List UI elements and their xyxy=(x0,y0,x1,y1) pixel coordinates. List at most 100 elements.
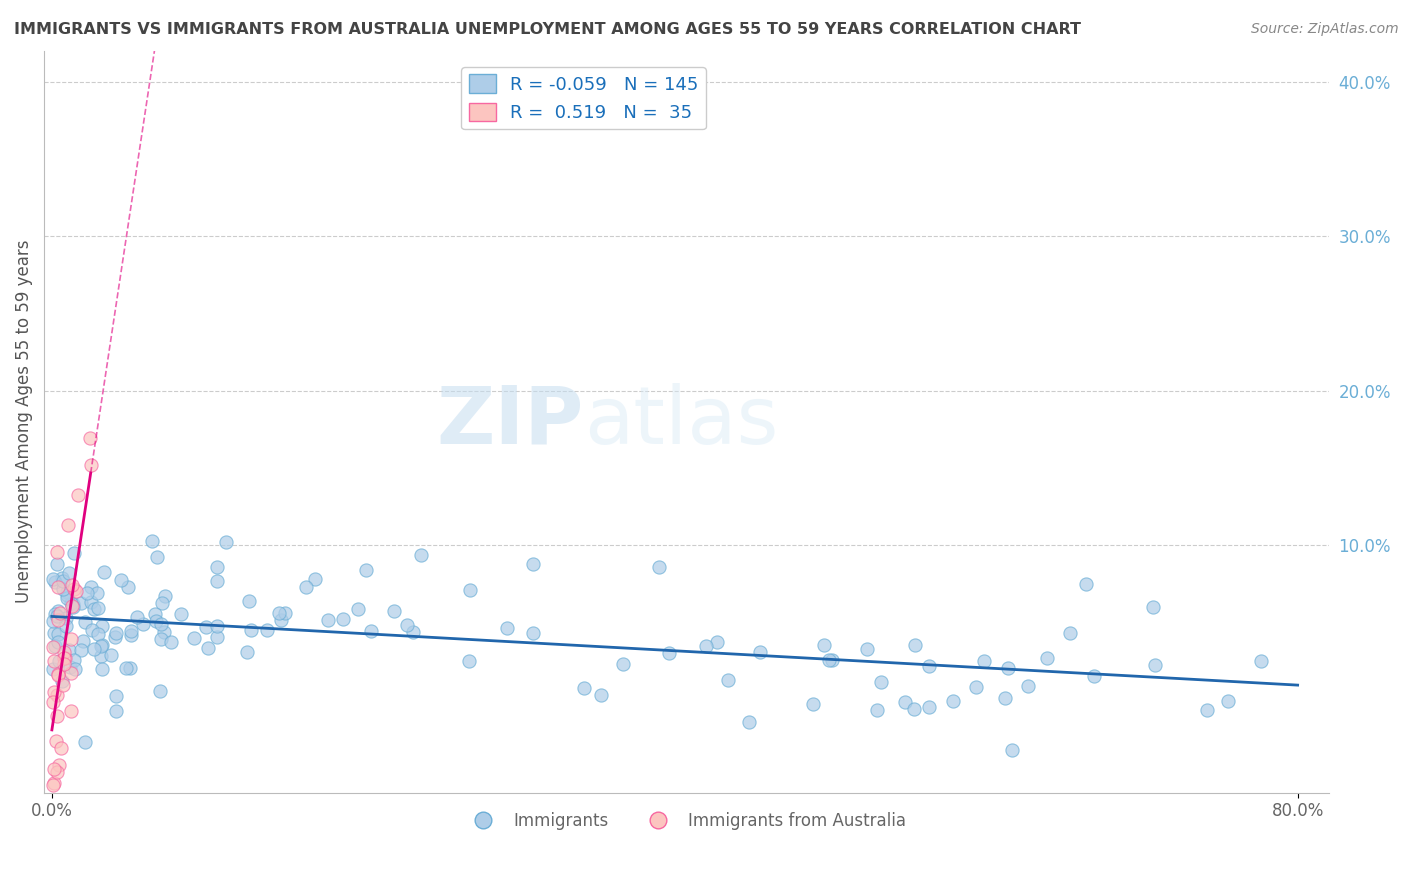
Point xyxy=(91,662,114,676)
Point xyxy=(55,588,77,602)
Point xyxy=(904,638,927,652)
Point xyxy=(695,639,717,653)
Point xyxy=(52,677,75,691)
Point xyxy=(150,616,173,631)
Point xyxy=(965,681,987,695)
Text: Source: ZipAtlas.com: Source: ZipAtlas.com xyxy=(1251,22,1399,37)
Point xyxy=(1036,651,1059,665)
Point xyxy=(994,690,1017,705)
Point xyxy=(46,666,69,681)
Point xyxy=(294,580,316,594)
Point xyxy=(52,657,75,672)
Point xyxy=(58,518,80,533)
Point xyxy=(1059,626,1081,640)
Point xyxy=(522,557,544,571)
Point xyxy=(58,642,80,657)
Point xyxy=(44,574,66,589)
Point xyxy=(153,625,176,640)
Point xyxy=(360,624,382,638)
Point xyxy=(120,628,142,642)
Point xyxy=(45,764,67,779)
Point xyxy=(194,620,217,634)
Point xyxy=(903,701,925,715)
Point xyxy=(150,596,173,610)
Point xyxy=(46,603,69,617)
Point xyxy=(197,640,219,655)
Point xyxy=(60,704,83,718)
Point xyxy=(76,586,98,600)
Point xyxy=(42,573,65,587)
Point xyxy=(384,604,406,618)
Point xyxy=(256,624,278,638)
Point xyxy=(918,658,941,673)
Point xyxy=(45,709,67,723)
Point xyxy=(70,596,93,610)
Point xyxy=(120,660,142,674)
Point xyxy=(42,778,65,792)
Point xyxy=(1017,679,1039,693)
Point xyxy=(44,762,66,776)
Point xyxy=(46,544,69,558)
Point xyxy=(63,582,86,597)
Point xyxy=(205,574,228,588)
Point xyxy=(458,582,481,597)
Point xyxy=(866,703,889,717)
Point xyxy=(42,685,65,699)
Text: IMMIGRANTS VS IMMIGRANTS FROM AUSTRALIA UNEMPLOYMENT AMONG AGES 55 TO 59 YEARS C: IMMIGRANTS VS IMMIGRANTS FROM AUSTRALIA … xyxy=(14,22,1081,37)
Point xyxy=(62,597,84,611)
Point xyxy=(813,639,835,653)
Point xyxy=(347,602,370,616)
Point xyxy=(60,599,83,614)
Point xyxy=(59,596,82,610)
Point xyxy=(87,600,110,615)
Point xyxy=(65,584,87,599)
Point xyxy=(87,627,110,641)
Point xyxy=(205,560,228,574)
Point xyxy=(46,608,69,623)
Point xyxy=(997,660,1019,674)
Y-axis label: Unemployment Among Ages 55 to 59 years: Unemployment Among Ages 55 to 59 years xyxy=(15,240,32,603)
Point xyxy=(73,615,96,629)
Point xyxy=(46,634,69,648)
Point xyxy=(1074,576,1097,591)
Point xyxy=(146,549,169,564)
Point xyxy=(44,607,66,622)
Point xyxy=(52,582,75,596)
Point xyxy=(104,704,127,718)
Point xyxy=(45,558,67,572)
Point xyxy=(90,648,112,663)
Point xyxy=(395,617,418,632)
Point xyxy=(104,630,127,644)
Legend: Immigrants, Immigrants from Australia: Immigrants, Immigrants from Australia xyxy=(460,805,912,837)
Point xyxy=(49,741,72,756)
Point xyxy=(42,640,65,654)
Point xyxy=(1216,694,1239,708)
Point xyxy=(143,607,166,622)
Point xyxy=(46,688,69,702)
Point xyxy=(332,612,354,626)
Point xyxy=(717,673,740,688)
Point xyxy=(270,613,292,627)
Point xyxy=(409,549,432,563)
Point xyxy=(53,651,76,665)
Point xyxy=(149,632,172,647)
Point xyxy=(1250,654,1272,668)
Point xyxy=(91,638,114,652)
Point xyxy=(149,683,172,698)
Point xyxy=(274,606,297,620)
Point xyxy=(49,607,72,621)
Point xyxy=(51,571,73,585)
Point xyxy=(53,645,76,659)
Point xyxy=(893,695,915,709)
Point xyxy=(46,667,69,681)
Point xyxy=(86,586,108,600)
Point xyxy=(104,689,127,703)
Point xyxy=(44,654,66,668)
Point xyxy=(62,600,84,615)
Point xyxy=(205,619,228,633)
Point xyxy=(48,758,70,772)
Point xyxy=(90,640,112,654)
Point xyxy=(42,695,65,709)
Point xyxy=(1195,703,1218,717)
Point xyxy=(1001,742,1024,756)
